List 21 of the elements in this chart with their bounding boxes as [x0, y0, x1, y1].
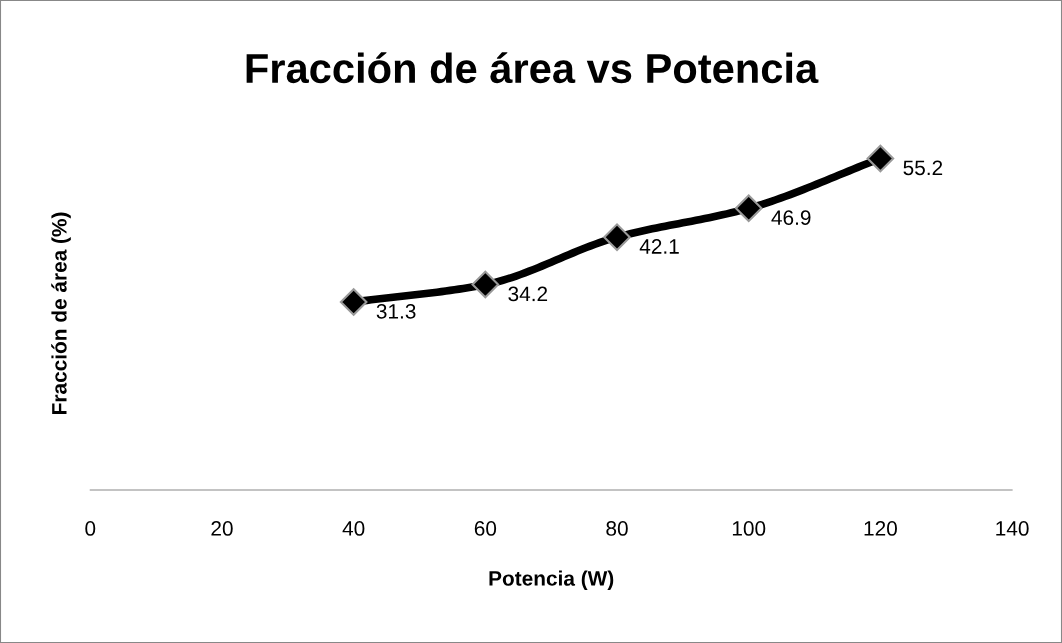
- point: [734, 194, 763, 223]
- data-label: 31.3: [376, 303, 416, 319]
- data-label: 42.1: [639, 239, 679, 254]
- y-axis-title: Fracción de área (%): [51, 212, 71, 414]
- x-tick-label: 20: [211, 521, 233, 536]
- x-tick-label: 80: [606, 521, 628, 536]
- point: [866, 144, 895, 173]
- data-label: 46.9: [771, 210, 811, 226]
- x-tick-label: 140: [996, 521, 1029, 536]
- chart-title: Fracción de área vs Potencia: [246, 52, 819, 84]
- point: [471, 270, 500, 299]
- point: [339, 288, 368, 316]
- data-label: 34.2: [508, 286, 548, 302]
- point: [603, 223, 631, 251]
- x-tick-label: 120: [864, 521, 897, 536]
- x-tick-label: 60: [474, 521, 497, 536]
- x-tick-label: 0: [85, 521, 96, 536]
- data-label: 55.2: [903, 160, 943, 176]
- x-tick-label: 100: [732, 521, 766, 536]
- x-axis-title: Potencia (W): [489, 570, 614, 590]
- x-tick-label: 40: [342, 521, 365, 536]
